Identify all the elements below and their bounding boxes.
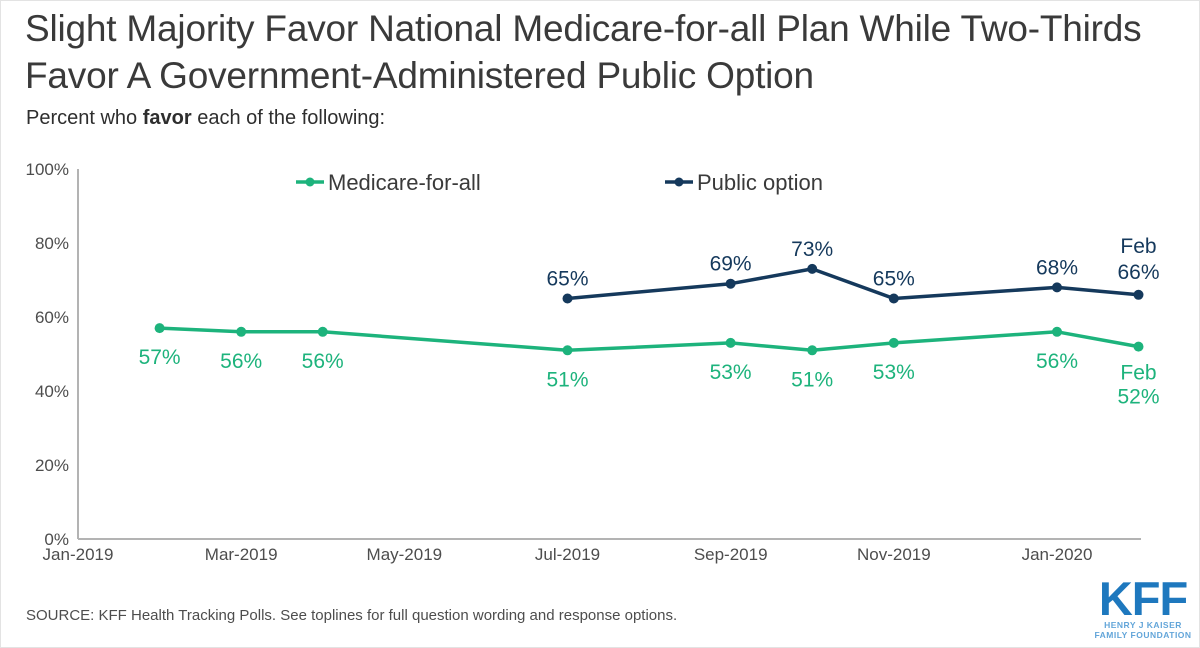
x-axis-tick-label: Nov-2019 [857, 545, 931, 564]
data-point-label: 68% [1036, 256, 1078, 279]
data-point [562, 293, 573, 304]
subtitle-favor-bold: favor [142, 107, 192, 129]
subtitle-suffix: each of the following: [191, 107, 386, 129]
favor-line-chart: 0% 20% 40% 60% 80% 100% Jan-2019 Mar-2019 May-20… [26, 160, 1160, 564]
data-point [562, 345, 573, 356]
data-point-label: 53% [873, 361, 915, 384]
data-point [1052, 326, 1062, 337]
x-axis-tick-label: Sep-2019 [694, 545, 768, 564]
data-point-label: 69% [710, 253, 752, 276]
data-point [725, 337, 736, 348]
legend-marker-dot [674, 177, 684, 187]
data-point-label: 52% [1117, 386, 1159, 409]
data-point-label: 57% [139, 346, 181, 369]
data-point-label: 56% [1036, 350, 1078, 373]
data-point [236, 326, 247, 337]
x-axis-tick-label: May-2019 [367, 545, 443, 564]
data-point-label: 56% [302, 350, 344, 373]
data-point-label: 53% [710, 361, 752, 384]
data-point-label: 51% [791, 368, 833, 391]
data-point [888, 337, 899, 348]
page-title: Slight Majority Favor National Medicare-… [25, 8, 1142, 96]
data-point [1052, 282, 1062, 293]
data-point-label: Feb [1120, 362, 1156, 385]
data-point [154, 323, 165, 334]
subtitle-prefix: Percent who [26, 107, 143, 129]
y-axis-tick-label: 0% [44, 530, 69, 549]
series-line [565, 267, 1141, 301]
y-axis-tick-label: 20% [35, 456, 69, 475]
x-axis-tick-label: Jan-2020 [1022, 545, 1093, 564]
data-point [317, 326, 328, 337]
data-point [807, 345, 818, 356]
source-note: SOURCE: KFF Health Tracking Polls. See t… [26, 607, 678, 624]
data-point-label: 65% [546, 268, 588, 291]
data-point [888, 293, 899, 304]
y-axis-tick-label: 40% [35, 382, 69, 401]
kff-logo-wordmark: KFF [1098, 572, 1188, 625]
y-axis-tick-label: 100% [26, 160, 69, 179]
series-line [157, 326, 1141, 353]
data-point [725, 278, 736, 289]
data-point [1133, 289, 1144, 300]
kff-logo-line2: FAMILY FOUNDATION [1094, 630, 1192, 640]
x-axis-tick-label: Jan-2019 [43, 545, 114, 564]
chart-subtitle: Percent who favor each of the following: [26, 107, 385, 130]
legend-label: Medicare-for-all [328, 170, 481, 195]
data-point-label: 66% [1117, 261, 1159, 284]
legend-label: Public option [697, 170, 823, 195]
y-axis-tick-label: 80% [35, 234, 69, 253]
y-axis-tick-label: 60% [35, 308, 69, 327]
data-point-label: 65% [873, 268, 915, 291]
data-point-label: 56% [220, 350, 262, 373]
x-axis-tick-label: Mar-2019 [205, 545, 278, 564]
kff-logo: KFF HENRY J KAISER FAMILY FOUNDATION [1092, 572, 1194, 640]
data-point-label: Feb [1120, 235, 1156, 258]
data-point [807, 263, 818, 274]
data-point-label: 51% [546, 368, 588, 391]
data-point-label: 73% [791, 238, 833, 261]
legend-marker-dot [305, 177, 315, 187]
kff-logo-line1: HENRY J KAISER [1104, 620, 1182, 630]
x-axis-tick-label: Jul-2019 [535, 545, 600, 564]
data-point [1133, 341, 1144, 352]
